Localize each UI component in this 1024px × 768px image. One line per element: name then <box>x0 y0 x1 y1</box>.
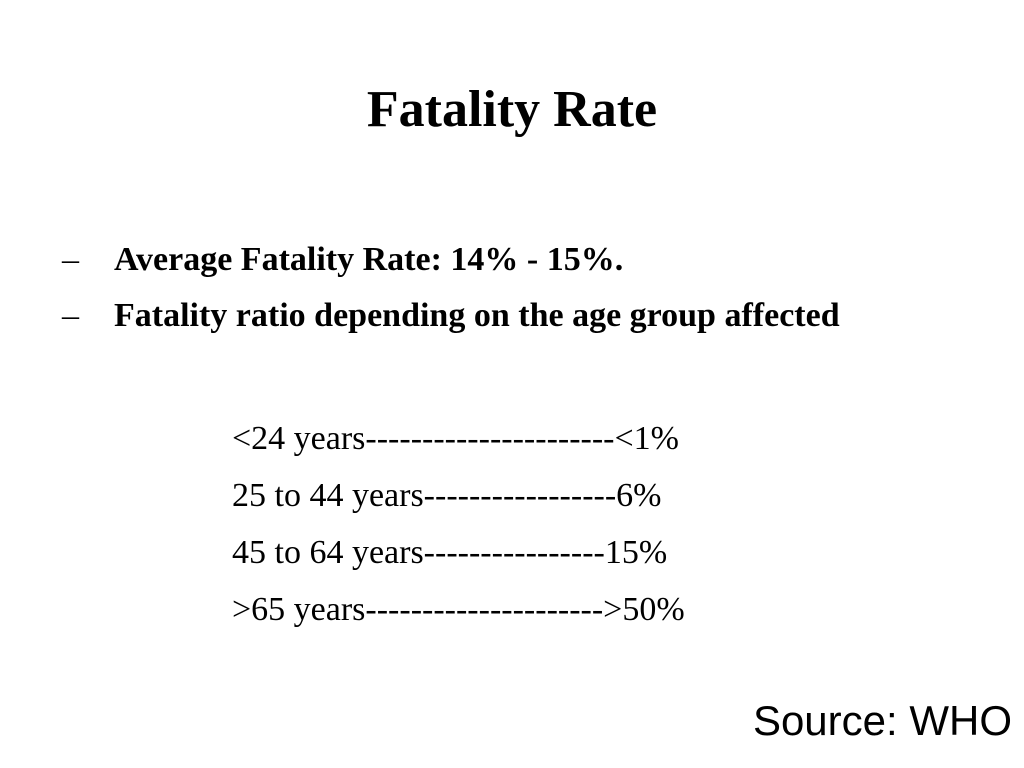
bullet-dash: – <box>62 297 79 334</box>
source-credit: Source: WHO <box>752 697 1012 744</box>
bullet-text: Average Fatality Rate: 14% - 15%. <box>114 241 624 278</box>
bullet-age-group: – Fatality ratio depending on the age gro… <box>62 292 840 348</box>
age-row-over-65: >65 years--------------------->50% <box>232 591 685 628</box>
bullet-dash: – <box>62 241 79 278</box>
age-row-45-64: 45 to 64 years----------------15% <box>232 534 668 571</box>
age-fatality-list: <24 years----------------------<1% 25 to… <box>232 410 685 638</box>
age-row-under-24: <24 years----------------------<1% <box>232 420 679 457</box>
bullet-average-fatality: – Average Fatality Rate: 14% - 15%. <box>62 236 840 292</box>
bullet-text: Fatality ratio depending on the age grou… <box>114 297 840 334</box>
age-row-25-44: 25 to 44 years-----------------6% <box>232 477 662 514</box>
bullet-list: – Average Fatality Rate: 14% - 15%. – Fata… <box>62 236 840 348</box>
slide-title: Fatality Rate <box>366 81 658 138</box>
